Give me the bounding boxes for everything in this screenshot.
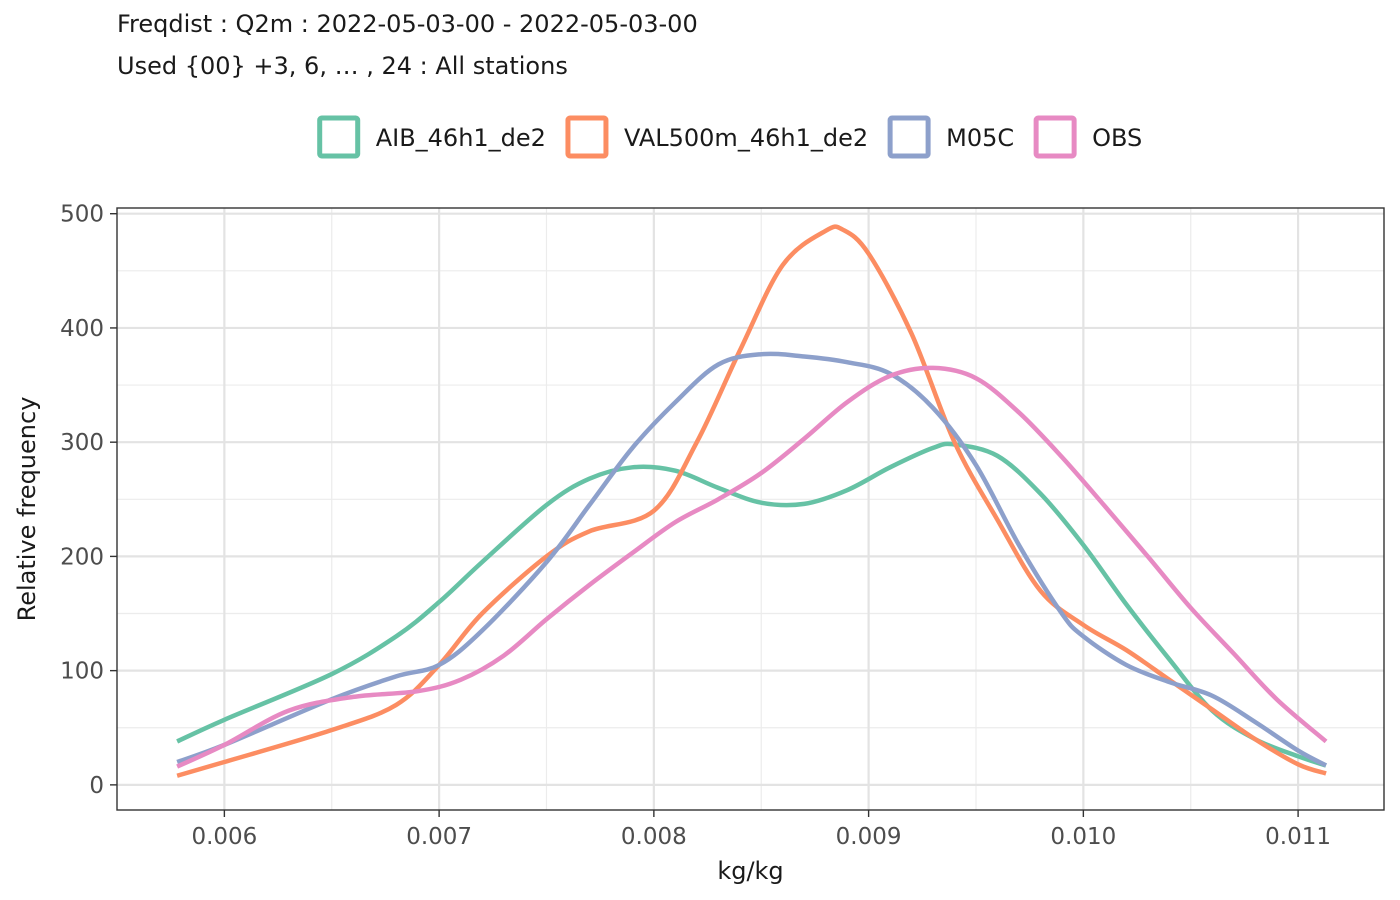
x-axis-title: kg/kg (717, 857, 783, 885)
y-axis-title: Relative frequency (13, 397, 41, 622)
x-tick-label: 0.010 (1050, 824, 1116, 850)
y-tick-label: 200 (60, 544, 104, 570)
panel-border (116, 207, 1385, 811)
legend-label-val500m-46h1-de2: VAL500m_46h1_de2 (624, 124, 868, 152)
legend-key-obs (1033, 115, 1077, 159)
chart-legend: AIB_46h1_de2 VAL500m_46h1_de2 M05C OBS (317, 115, 1142, 159)
legend-key-m05c (887, 115, 931, 159)
y-tick-label: 500 (60, 202, 104, 228)
y-tick-label: 0 (89, 773, 104, 799)
legend-label-m05c: M05C (946, 124, 1014, 152)
series-line-obs (176, 365, 1328, 769)
y-tick-label: 100 (60, 659, 104, 685)
legend-label-obs: OBS (1092, 124, 1142, 152)
panel-background (117, 208, 1384, 810)
series-line-m05c (176, 351, 1328, 768)
y-tick-label: 400 (60, 316, 104, 342)
x-tick-label: 0.011 (1265, 824, 1331, 850)
legend-key-aib-46h1-de2 (317, 115, 361, 159)
legend-label-aib-46h1-de2: AIB_46h1_de2 (376, 124, 546, 152)
chart-subtitle: Used {00} +3, 6, … , 24 : All stations (117, 52, 568, 80)
x-tick-label: 0.006 (191, 824, 257, 850)
y-tick-label: 300 (60, 430, 104, 456)
chart-title: Freqdist : Q2m : 2022-05-03-00 - 2022-05… (117, 10, 698, 38)
series-line-aib-46h1-de2 (176, 441, 1327, 768)
series-line-val500m-46h1-de2 (176, 224, 1327, 778)
legend-key-val500m-46h1-de2 (565, 115, 609, 159)
x-tick-label: 0.009 (836, 824, 902, 850)
x-tick-label: 0.008 (621, 824, 687, 850)
x-tick-label: 0.007 (406, 824, 472, 850)
